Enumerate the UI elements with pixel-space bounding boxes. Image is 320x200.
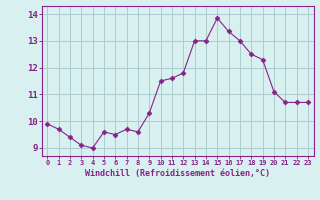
X-axis label: Windchill (Refroidissement éolien,°C): Windchill (Refroidissement éolien,°C) [85, 169, 270, 178]
